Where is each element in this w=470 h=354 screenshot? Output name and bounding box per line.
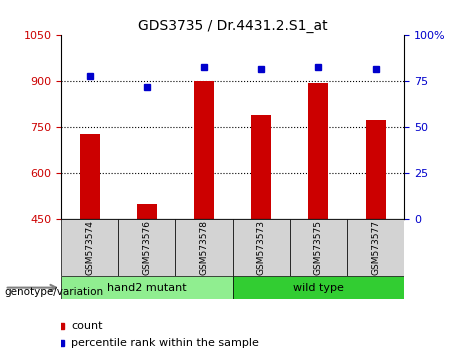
FancyBboxPatch shape bbox=[61, 276, 233, 299]
Text: GSM573578: GSM573578 bbox=[200, 220, 209, 275]
FancyBboxPatch shape bbox=[61, 219, 118, 276]
Text: GSM573574: GSM573574 bbox=[85, 220, 94, 275]
Text: genotype/variation: genotype/variation bbox=[5, 287, 104, 297]
Bar bbox=[366, 120, 385, 219]
FancyBboxPatch shape bbox=[175, 219, 233, 276]
Text: GSM573576: GSM573576 bbox=[142, 220, 151, 275]
Text: count: count bbox=[71, 321, 103, 331]
Bar bbox=[194, 81, 214, 219]
FancyBboxPatch shape bbox=[290, 219, 347, 276]
FancyBboxPatch shape bbox=[233, 219, 290, 276]
Text: percentile rank within the sample: percentile rank within the sample bbox=[71, 338, 259, 348]
Bar bbox=[137, 204, 157, 219]
Text: wild type: wild type bbox=[293, 282, 344, 293]
Bar bbox=[251, 115, 271, 219]
Text: hand2 mutant: hand2 mutant bbox=[107, 282, 187, 293]
FancyBboxPatch shape bbox=[233, 276, 404, 299]
Text: GSM573573: GSM573573 bbox=[257, 220, 266, 275]
Bar bbox=[80, 133, 100, 219]
Bar bbox=[308, 83, 329, 219]
FancyBboxPatch shape bbox=[347, 219, 404, 276]
Title: GDS3735 / Dr.4431.2.S1_at: GDS3735 / Dr.4431.2.S1_at bbox=[138, 19, 328, 33]
Text: GSM573577: GSM573577 bbox=[371, 220, 380, 275]
FancyBboxPatch shape bbox=[118, 219, 175, 276]
Text: GSM573575: GSM573575 bbox=[314, 220, 323, 275]
